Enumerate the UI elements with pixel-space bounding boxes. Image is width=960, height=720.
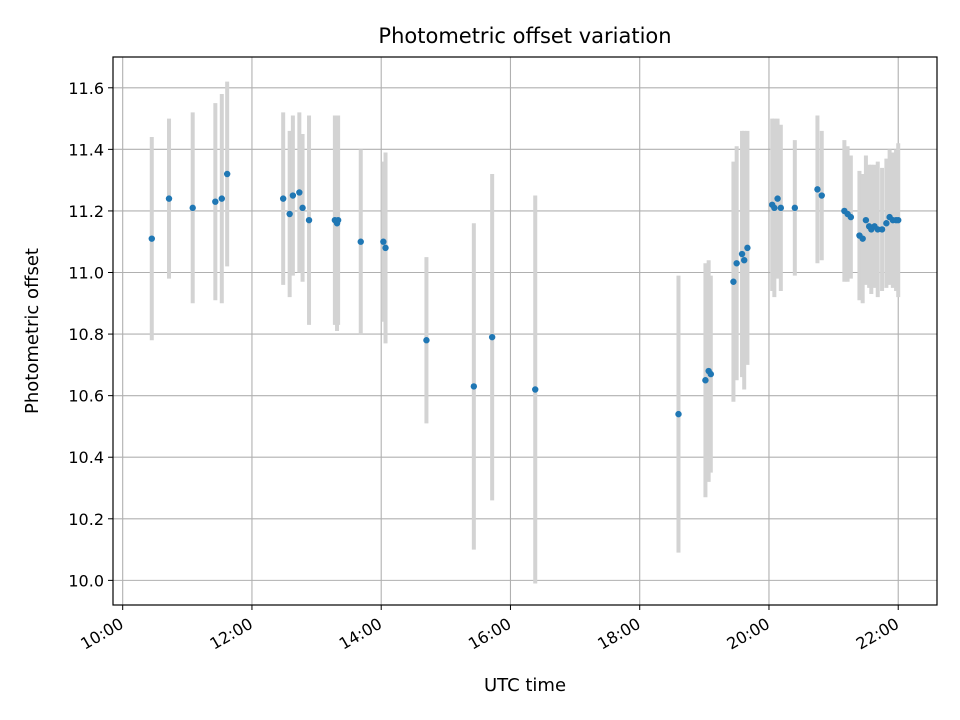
- gridlines: [113, 57, 937, 605]
- data-point: [357, 238, 364, 245]
- data-point: [532, 386, 539, 393]
- data-point: [744, 244, 751, 252]
- data-point: [707, 370, 715, 378]
- data-point: [730, 278, 737, 285]
- data-point: [296, 189, 303, 196]
- data-point: [488, 333, 496, 341]
- data-point: [771, 204, 778, 212]
- data-point: [148, 235, 155, 242]
- y-axis-ticks: 10.0 10.2 10.4 10.6 10.8 11.0 11.2 11.4 11.6: [68, 79, 113, 590]
- data-point: [189, 204, 196, 212]
- data-point: [878, 226, 886, 233]
- data-point: [223, 170, 231, 178]
- data-point: [740, 256, 748, 264]
- plot-frame: [112, 56, 938, 606]
- y-tick-label: 11.6: [68, 79, 104, 98]
- y-tick-label: 10.0: [68, 571, 104, 590]
- data-point: [382, 244, 389, 252]
- data-point: [814, 186, 821, 193]
- y-tick-label: 10.8: [68, 325, 104, 344]
- data-point: [883, 220, 890, 227]
- data-point: [165, 195, 173, 202]
- data-point: [334, 216, 342, 224]
- data-point: [774, 195, 781, 202]
- data-point: [777, 204, 785, 212]
- data-point: [380, 238, 387, 245]
- y-tick-label: 11.0: [68, 264, 104, 283]
- data-point: [847, 213, 855, 221]
- data-point: [702, 377, 709, 384]
- data-point: [299, 204, 306, 212]
- y-tick-label: 10.4: [68, 448, 104, 467]
- data-point: [895, 216, 902, 224]
- y-tick-label: 11.4: [68, 140, 104, 159]
- plot-area: [113, 57, 937, 605]
- x-axis-label: UTC time: [484, 675, 566, 696]
- data-point: [279, 195, 287, 202]
- chart-title: Photometric offset variation: [378, 24, 671, 48]
- y-tick-label: 10.2: [68, 510, 104, 529]
- y-axis-label: Photometric offset: [22, 248, 43, 414]
- data-point: [791, 204, 799, 212]
- data-points: [148, 170, 902, 418]
- data-point: [859, 235, 866, 242]
- data-point: [218, 195, 225, 202]
- data-point: [470, 383, 478, 390]
- data-point: [423, 337, 430, 344]
- data-point: [733, 260, 740, 267]
- data-point: [289, 192, 297, 199]
- data-point: [286, 210, 293, 218]
- data-point: [818, 192, 825, 199]
- data-point: [212, 198, 219, 205]
- y-tick-label: 10.6: [68, 387, 104, 406]
- data-point: [305, 216, 313, 224]
- data-point: [862, 216, 870, 224]
- data-point: [738, 250, 746, 258]
- y-tick-label: 11.2: [68, 202, 104, 221]
- data-point: [675, 410, 682, 418]
